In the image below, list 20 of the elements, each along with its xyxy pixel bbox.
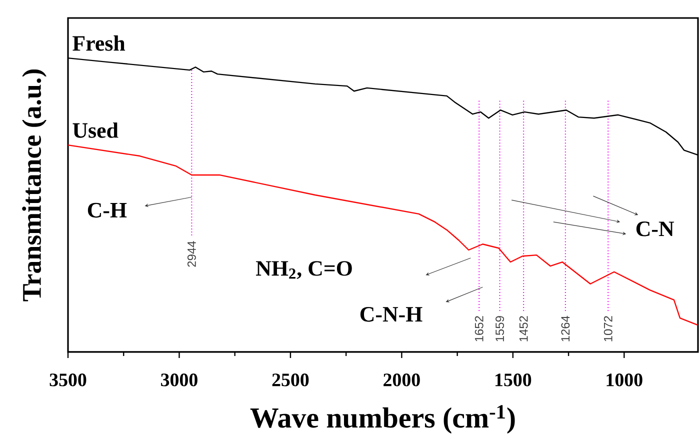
- x-axis-title: Wave numbers (cm$^{-1}$): [250, 405, 515, 434]
- x-tick-label: 3000: [161, 374, 198, 386]
- ref-line-label: 1264: [561, 316, 570, 342]
- annotation: C-N: [636, 222, 674, 236]
- x-tick-label: 1500: [496, 374, 532, 386]
- ref-line-label: 1652: [474, 316, 484, 342]
- ref-line-label: 1072: [604, 316, 612, 342]
- annotation: C-H: [88, 202, 127, 218]
- series-label: Used: [72, 122, 118, 138]
- x-tick-label: 2000: [384, 374, 420, 386]
- x-tick-label: 2500: [272, 374, 309, 386]
- series-label: Fresh: [72, 35, 126, 51]
- ref-line-label: 1559: [496, 316, 504, 342]
- annotation: NH$_{2}$, C=O: [256, 261, 352, 279]
- ref-line-label: 2944: [187, 241, 196, 267]
- x-tick-label: 3500: [50, 374, 86, 386]
- x-tick-label: 1000: [606, 374, 642, 386]
- annotation: C-N-H: [360, 306, 422, 322]
- y-axis-title: Transmittance (a.u.): [22, 70, 46, 302]
- ref-line-label: 1452: [519, 316, 528, 342]
